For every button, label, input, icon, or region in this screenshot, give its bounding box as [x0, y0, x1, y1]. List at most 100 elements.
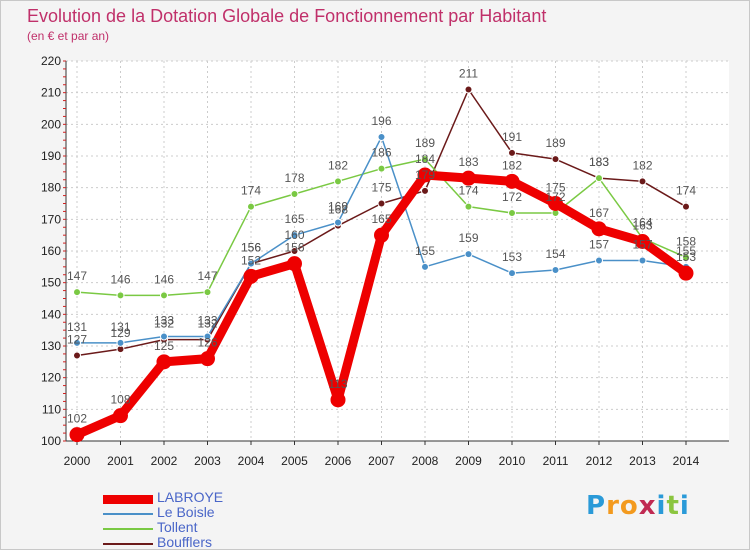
data-point: [330, 392, 346, 408]
y-tick-label: 140: [41, 307, 61, 321]
data-point: [290, 190, 299, 198]
x-tick-label: 2007: [368, 454, 395, 468]
data-label: 169: [328, 200, 348, 214]
data-label: 102: [67, 412, 87, 426]
data-point: [421, 262, 429, 271]
data-label: 211: [459, 67, 478, 81]
data-label: 156: [284, 241, 304, 255]
data-label: 175: [545, 181, 565, 195]
data-point: [243, 268, 259, 284]
legend-swatch: [103, 528, 153, 530]
data-point: [73, 338, 81, 347]
logo-letter: o: [619, 491, 639, 521]
y-tick-label: 120: [41, 371, 61, 385]
x-tick-label: 2000: [64, 454, 91, 468]
y-tick-label: 180: [41, 181, 61, 195]
data-point: [156, 354, 172, 370]
data-point: [464, 202, 473, 211]
chart-title: Evolution de la Dotation Globale de Fonc…: [27, 6, 547, 26]
legend-label: Le Boisle: [157, 504, 215, 520]
data-label: 182: [632, 158, 652, 172]
x-tick-label: 2008: [412, 454, 439, 468]
data-point: [113, 408, 128, 424]
data-point: [595, 256, 603, 265]
y-tick-label: 190: [41, 149, 61, 163]
y-tick-label: 170: [41, 212, 61, 226]
data-point: [116, 338, 125, 347]
data-label: 146: [110, 272, 130, 286]
data-label: 147: [67, 269, 87, 283]
data-label: 155: [676, 244, 696, 258]
data-label: 153: [502, 250, 522, 264]
data-point: [374, 227, 389, 243]
data-point: [508, 148, 516, 157]
x-tick-label: 2014: [673, 454, 700, 468]
data-point: [591, 221, 607, 237]
data-label: 182: [328, 158, 348, 172]
logo-letter: x: [638, 491, 657, 521]
data-point: [508, 209, 516, 217]
legend-swatch: [103, 494, 153, 504]
data-label: 182: [502, 158, 522, 172]
y-tick-label: 150: [41, 276, 61, 290]
data-point: [464, 85, 473, 94]
data-label: 147: [197, 269, 217, 283]
y-tick-label: 160: [41, 244, 61, 258]
data-point: [203, 288, 212, 297]
data-point: [417, 167, 433, 183]
y-tick-label: 200: [41, 117, 61, 131]
x-tick-label: 2005: [281, 454, 308, 468]
x-tick-label: 2006: [325, 454, 352, 468]
data-label: 132: [197, 317, 217, 331]
logo-letter: i: [656, 491, 667, 521]
data-point: [638, 177, 647, 186]
x-tick-label: 2003: [194, 454, 221, 468]
data-label: 129: [110, 326, 130, 340]
data-label: 165: [284, 212, 304, 226]
data-label: 164: [632, 215, 652, 229]
data-point: [69, 427, 85, 443]
data-label: 157: [632, 238, 652, 252]
data-point: [678, 265, 694, 281]
y-tick-label: 220: [41, 54, 61, 68]
data-label: 184: [415, 152, 435, 166]
data-label: 108: [110, 393, 130, 407]
data-point: [682, 202, 690, 211]
data-point: [421, 186, 429, 195]
legend-label: LABROYE: [157, 489, 224, 505]
data-point: [73, 351, 81, 360]
x-tick-label: 2009: [455, 454, 482, 468]
data-point: [377, 199, 386, 208]
logo-letter: r: [606, 491, 620, 521]
data-point: [334, 218, 342, 227]
data-point: [635, 234, 650, 249]
data-label: 125: [154, 339, 174, 353]
data-point: [73, 288, 81, 297]
data-label: 153: [676, 250, 696, 264]
data-point: [464, 250, 473, 259]
data-label: 183: [589, 155, 609, 169]
data-label: 167: [589, 206, 609, 220]
data-point: [203, 332, 212, 341]
data-label: 186: [371, 146, 391, 160]
data-point: [504, 173, 520, 189]
data-point: [290, 247, 299, 255]
legend-swatch: [103, 513, 153, 515]
data-label: 160: [284, 228, 304, 242]
data-point: [551, 155, 560, 164]
data-point: [682, 253, 690, 262]
data-label: 179: [415, 168, 435, 182]
data-point: [548, 196, 563, 211]
data-label: 196: [371, 114, 391, 128]
data-label: 174: [676, 184, 696, 198]
data-label: 168: [328, 203, 348, 217]
data-point: [551, 266, 560, 274]
data-point: [595, 174, 603, 183]
data-label: 152: [241, 253, 261, 267]
data-point: [421, 155, 429, 164]
data-point: [334, 177, 342, 186]
data-label: 172: [502, 190, 522, 204]
y-tick-label: 210: [41, 86, 61, 100]
